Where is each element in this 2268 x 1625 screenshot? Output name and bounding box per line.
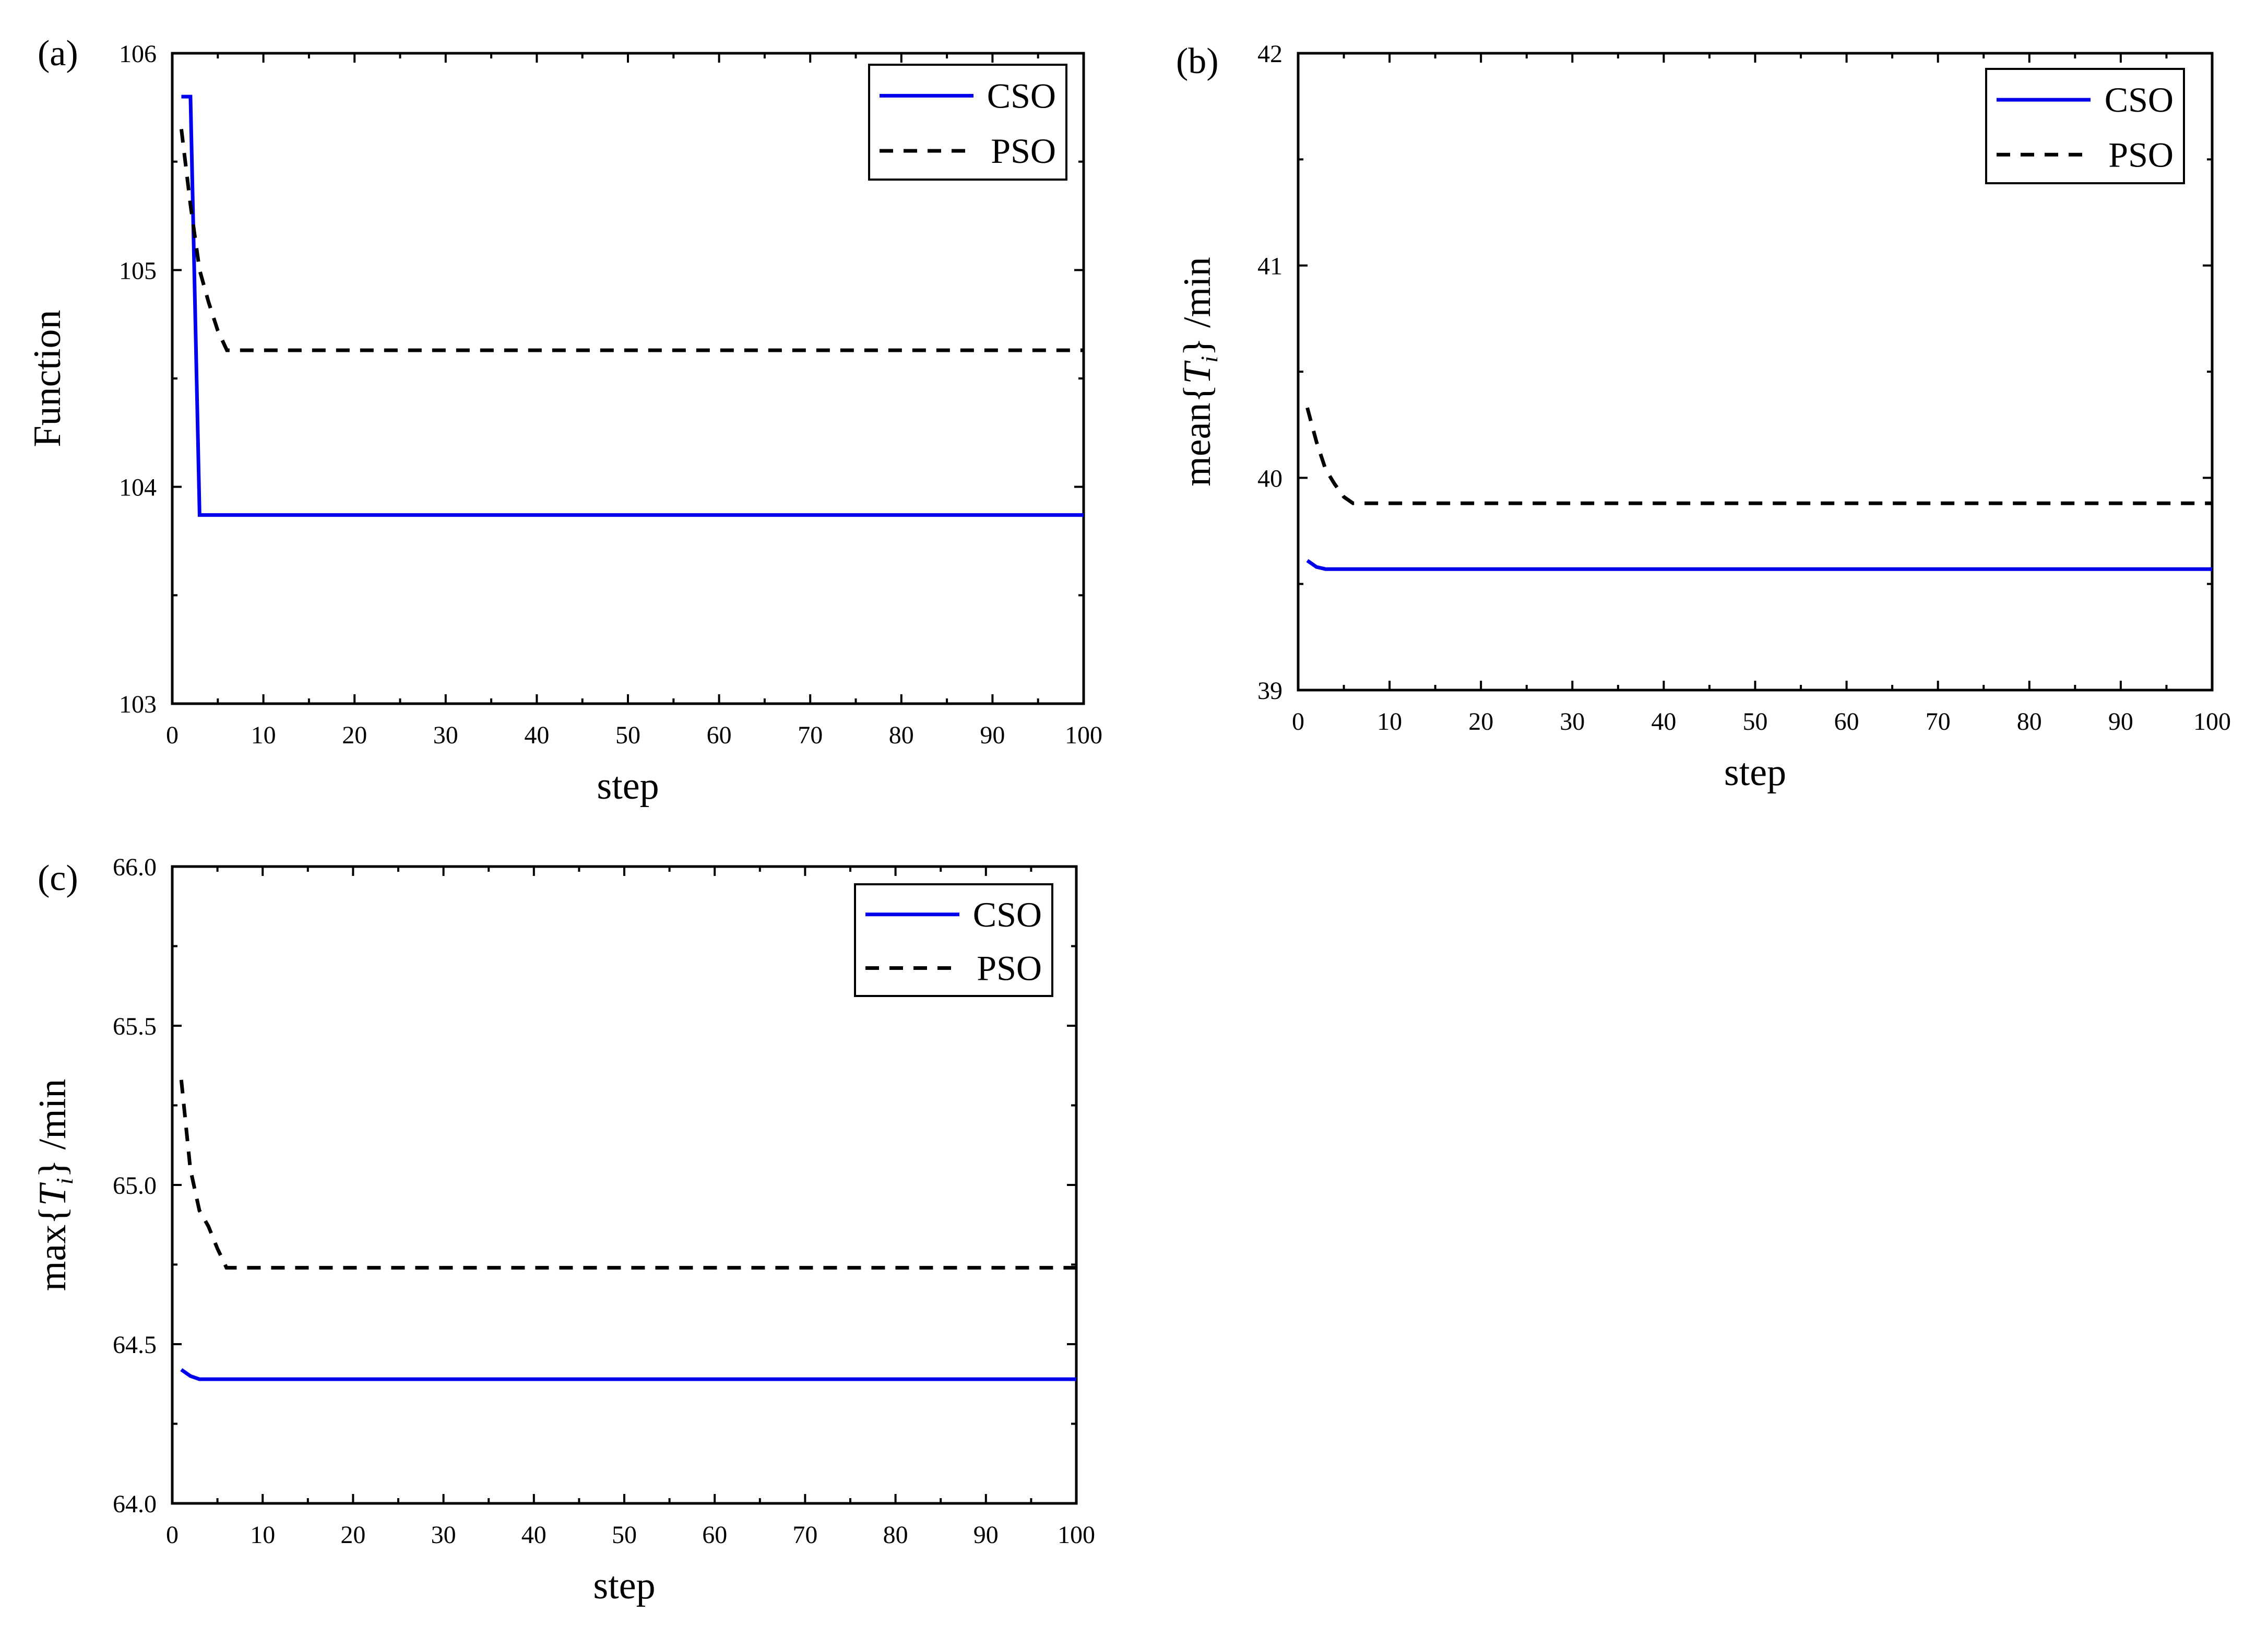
y-tick-label: 103	[119, 691, 157, 718]
y-axis-label-suffix: } /min	[31, 1079, 74, 1178]
series-line-pso	[179, 1080, 1076, 1270]
legend-label-pso: PSO	[2108, 135, 2174, 174]
x-tick-label: 20	[340, 1521, 365, 1549]
y-axis-label-prefix: mean{	[1176, 384, 1219, 487]
y-tick-label: 42	[1257, 40, 1283, 68]
legend-label-cso: CSO	[987, 76, 1056, 115]
y-axis-label-sub: i	[1196, 356, 1222, 363]
legend-box	[854, 883, 1053, 997]
legend-label-cso: CSO	[973, 895, 1042, 934]
x-tick-label: 30	[431, 1521, 456, 1549]
y-tick-label: 64.0	[113, 1490, 157, 1518]
x-axis-label: step	[597, 765, 659, 808]
y-tick-label: 104	[119, 474, 157, 502]
x-tick-label: 50	[615, 721, 640, 749]
x-axis-label: step	[593, 1564, 655, 1607]
x-tick-label: 70	[1926, 708, 1951, 736]
y-axis-label-suffix: } /min	[1176, 257, 1219, 356]
legend-box	[1985, 68, 2185, 184]
x-tick-label: 10	[1377, 708, 1402, 736]
x-tick-label: 0	[166, 721, 179, 749]
x-tick-label: 80	[2017, 708, 2042, 736]
x-tick-label: 90	[973, 1521, 999, 1549]
chart-panel-1: 0 10 20 30 40 50 60 70 80 90 100 39 40 41 42 CSO PSO (b) s…	[1176, 40, 2231, 794]
x-tick-label: 20	[1468, 708, 1493, 736]
panel-label: (b)	[1176, 41, 1219, 81]
x-tick-label: 60	[1834, 708, 1859, 736]
x-tick-label: 90	[980, 721, 1005, 749]
y-tick-label: 41	[1257, 253, 1283, 280]
y-axis-label-var: T	[1176, 360, 1219, 384]
x-tick-label: 40	[521, 1521, 547, 1549]
y-tick-label: 65.0	[113, 1172, 157, 1200]
x-tick-label: 0	[166, 1521, 179, 1549]
x-tick-label: 70	[792, 1521, 817, 1549]
x-tick-label: 0	[1292, 708, 1304, 736]
x-tick-label: 100	[2193, 708, 2231, 736]
x-tick-label: 40	[524, 721, 549, 749]
chart-panel-2: 0 10 20 30 40 50 60 70 80 90 100 64.0 64.5 65.0 65.5 66…	[31, 853, 1095, 1607]
x-tick-label: 10	[251, 721, 276, 749]
y-axis-label-prefix: max{	[31, 1206, 74, 1291]
y-axis-label: Function	[26, 310, 69, 447]
legend-label-pso: PSO	[977, 948, 1042, 988]
y-axis-label: max{Ti} /min	[31, 1079, 78, 1291]
x-tick-label: 10	[250, 1521, 275, 1549]
y-tick-label: 105	[119, 257, 157, 284]
panel-label: (c)	[38, 858, 78, 898]
series-line-pso	[1305, 407, 2212, 505]
series-line-pso	[179, 128, 1084, 352]
y-tick-label: 64.5	[113, 1331, 157, 1359]
y-tick-label: 66.0	[113, 853, 157, 881]
chart-panel-0: 0 10 20 30 40 50 60 70 80 90 100 103 104 105 106 CSO PSO…	[26, 33, 1102, 808]
legend-box	[868, 64, 1067, 181]
x-tick-label: 60	[707, 721, 732, 749]
x-tick-label: 80	[889, 721, 914, 749]
x-axis-label: step	[1724, 751, 1786, 794]
x-tick-label: 50	[1743, 708, 1768, 736]
x-tick-label: 100	[1058, 1521, 1095, 1549]
y-axis-label-prefix: Function	[26, 310, 69, 447]
x-tick-label: 70	[798, 721, 823, 749]
x-tick-label: 80	[883, 1521, 908, 1549]
x-tick-label: 90	[2108, 708, 2133, 736]
y-tick-label: 106	[119, 40, 157, 68]
series-line-cso	[181, 94, 1084, 517]
x-tick-label: 40	[1651, 708, 1676, 736]
x-tick-label: 50	[612, 1521, 637, 1549]
panel-label: (a)	[38, 33, 78, 74]
y-tick-label: 39	[1257, 677, 1283, 705]
series-line-cso	[1306, 559, 2212, 571]
x-tick-label: 60	[702, 1521, 727, 1549]
y-axis-label-sub: i	[51, 1178, 78, 1184]
series-line-cso	[180, 1368, 1076, 1381]
x-tick-label: 100	[1065, 721, 1102, 749]
legend-label-cso: CSO	[2105, 80, 2174, 120]
x-tick-label: 30	[1560, 708, 1585, 736]
y-tick-label: 40	[1257, 465, 1283, 492]
y-tick-label: 65.5	[113, 1013, 157, 1040]
y-axis-label-var: T	[31, 1182, 74, 1206]
x-tick-label: 20	[342, 721, 367, 749]
legend-label-pso: PSO	[991, 131, 1056, 171]
y-axis-label: mean{Ti} /min	[1176, 257, 1222, 486]
x-tick-label: 30	[433, 721, 458, 749]
